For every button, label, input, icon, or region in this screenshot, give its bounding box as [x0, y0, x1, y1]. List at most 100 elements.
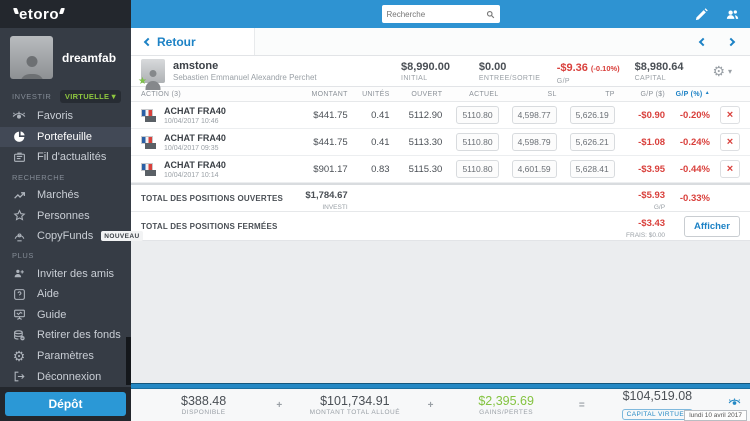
search-box[interactable]	[381, 5, 500, 23]
sidebar-item-parametres[interactable]: ⚙ Paramètres	[0, 346, 131, 367]
close-position-button[interactable]: ×	[719, 106, 740, 124]
deposit-button[interactable]: Dépôt	[5, 392, 126, 416]
position-instrument[interactable]: ACHAT FRA40 10/04/2017 10:46	[141, 106, 288, 125]
logo-area: etoro	[0, 0, 131, 28]
footer-value: $388.48	[181, 394, 227, 408]
position-name: ACHAT FRA40	[164, 105, 226, 116]
people-community-icon[interactable]	[725, 7, 740, 22]
col-header-sl[interactable]: SL	[547, 90, 557, 98]
etoro-logo[interactable]: etoro	[13, 6, 65, 23]
sidebar-item-portefeuille[interactable]: Portefeuille	[0, 126, 131, 148]
avatar-silhouette-icon	[19, 56, 45, 79]
next-trader-button[interactable]	[726, 37, 736, 46]
sidebar-scrollbar[interactable]	[126, 337, 131, 385]
cell-montant: $441.75	[313, 136, 348, 148]
position-date: 10/04/2017 09:35	[164, 144, 219, 152]
open-total-invested-label: INVESTI	[322, 204, 348, 211]
closed-total-fees: FRAIS: $0.00	[626, 232, 666, 239]
prev-trader-button[interactable]	[698, 37, 708, 46]
col-header-tp[interactable]: TP	[605, 90, 615, 98]
portfolio-settings-button[interactable]: ⚙ ▾	[712, 64, 740, 78]
virtual-mode-dropdown[interactable]: VIRTUELLE ▾	[59, 90, 121, 103]
date-tooltip: lundi 10 avril 2017	[684, 410, 747, 421]
col-header-gp-pct[interactable]: G/P (%) ▲	[675, 90, 710, 98]
top-bar-main	[131, 0, 750, 28]
sidebar-item-inviter[interactable]: Inviter des amis	[0, 263, 131, 284]
deposit-area: Dépôt	[0, 387, 131, 421]
sidebar-item-personnes[interactable]: Personnes	[0, 205, 131, 226]
footer-divider	[131, 383, 750, 389]
col-header-action[interactable]: ACTION (3)	[141, 90, 181, 98]
cell-ouvert: 5115.30	[408, 163, 443, 175]
cell-ouvert: 5112.90	[408, 109, 443, 121]
cell-tp[interactable]: 5,626.19	[569, 106, 615, 124]
compose-pencil-icon[interactable]	[694, 7, 709, 22]
chevron-left-icon	[143, 37, 153, 46]
table-row[interactable]: ACHAT FRA40 10/04/2017 10:46 $441.75 0.41…	[131, 102, 750, 129]
section-label-plus: PLUS	[12, 251, 34, 261]
cell-actuel[interactable]: 5110.80	[456, 133, 499, 151]
col-header-actuel[interactable]: ACTUEL	[469, 90, 499, 98]
footer-value: $104,519.08	[622, 389, 693, 403]
stat-value: $8,990.00	[401, 60, 450, 73]
user-profile[interactable]: dreamfab	[0, 28, 131, 85]
invite-friends-icon	[12, 267, 26, 281]
sidebar-item-fil-actualites[interactable]: Fil d'actualités	[0, 147, 131, 168]
col-header-gp-usd[interactable]: G/P ($)	[640, 90, 666, 98]
sidebar-item-favoris[interactable]: Favoris	[0, 106, 131, 127]
cell-tp[interactable]: 5,628.41	[569, 160, 615, 178]
username: dreamfab	[62, 50, 117, 65]
cell-actuel[interactable]: 5110.80	[456, 160, 499, 178]
back-label: Retour	[157, 34, 196, 49]
sidebar-item-aide[interactable]: Aide	[0, 284, 131, 305]
sidebar-item-label: CopyFunds	[37, 230, 94, 243]
invest-section-row: INVESTIR VIRTUELLE ▾	[0, 85, 131, 106]
sidebar-item-deconnexion[interactable]: Déconnexion	[0, 366, 131, 387]
nouveau-badge: NOUVEAU	[101, 231, 143, 242]
sidebar: dreamfab INVESTIR VIRTUELLE ▾ Favoris Po…	[0, 28, 143, 421]
sidebar-item-marches[interactable]: Marchés	[0, 185, 131, 206]
stat-initial: $8,990.00 INITIAL	[401, 61, 479, 82]
closed-total-label: TOTAL DES POSITIONS FERMÉES	[141, 221, 278, 231]
cell-tp[interactable]: 5,626.21	[569, 133, 615, 151]
search-input[interactable]	[386, 9, 486, 19]
cell-sl[interactable]: 4,598.77	[511, 106, 557, 124]
top-bar: etoro	[0, 0, 750, 28]
table-row[interactable]: ACHAT FRA40 10/04/2017 10:14 $901.17 0.83…	[131, 156, 750, 183]
position-date: 10/04/2017 10:46	[164, 117, 219, 125]
stat-label: G/P	[556, 77, 570, 85]
cell-actuel[interactable]: 5110.80	[456, 106, 499, 124]
cell-unites: 0.41	[371, 109, 390, 121]
col-header-ouvert[interactable]: OUVERT	[411, 90, 443, 98]
account-footer: $388.48 DISPONIBLE + $101,734.91 MONTANT…	[131, 389, 750, 421]
col-header-unites[interactable]: UNITÉS	[362, 90, 390, 98]
sidebar-item-label: Inviter des amis	[37, 267, 115, 280]
position-instrument[interactable]: ACHAT FRA40 10/04/2017 10:14	[141, 160, 288, 179]
search-section-row: RECHERCHE	[0, 168, 131, 185]
cell-sl[interactable]: 4,598.79	[511, 133, 557, 151]
footer-label: MONTANT TOTAL ALLOUÉ	[309, 409, 401, 416]
back-button[interactable]: Retour	[131, 28, 255, 55]
empty-area	[131, 241, 750, 383]
cell-sl[interactable]: 4,601.59	[511, 160, 557, 178]
table-row[interactable]: ACHAT FRA40 10/04/2017 09:35 $441.75 0.41…	[131, 129, 750, 156]
logout-icon	[12, 370, 26, 384]
close-position-button[interactable]: ×	[719, 160, 740, 178]
sort-asc-icon: ▲	[704, 90, 710, 96]
open-total-gp-pct: -0.33%	[679, 192, 710, 204]
sidebar-item-guide[interactable]: Guide	[0, 305, 131, 326]
trader-names[interactable]: amstone Sebastien Emmanuel Alexandre Per…	[173, 60, 401, 82]
sidebar-item-retirer[interactable]: Retirer des fonds	[0, 325, 131, 346]
position-instrument[interactable]: ACHAT FRA40 10/04/2017 09:35	[141, 133, 288, 152]
sidebar-item-copyfunds[interactable]: CopyFunds NOUVEAU	[0, 226, 143, 247]
trader-pager	[698, 37, 750, 46]
sidebar-item-label: Favoris	[37, 110, 74, 123]
col-header-montant[interactable]: MONTANT	[311, 90, 348, 98]
close-position-button[interactable]: ×	[719, 133, 740, 151]
star-icon	[12, 209, 26, 223]
show-closed-positions-button[interactable]: Afficher	[684, 215, 740, 237]
eye-icon[interactable]	[727, 396, 742, 409]
closed-positions-total-row: TOTAL DES POSITIONS FERMÉES -$3.43 FRAIS:…	[131, 212, 750, 241]
trader-avatar[interactable]: ★	[138, 59, 165, 87]
cell-gp-usd: -$1.08	[638, 136, 666, 148]
